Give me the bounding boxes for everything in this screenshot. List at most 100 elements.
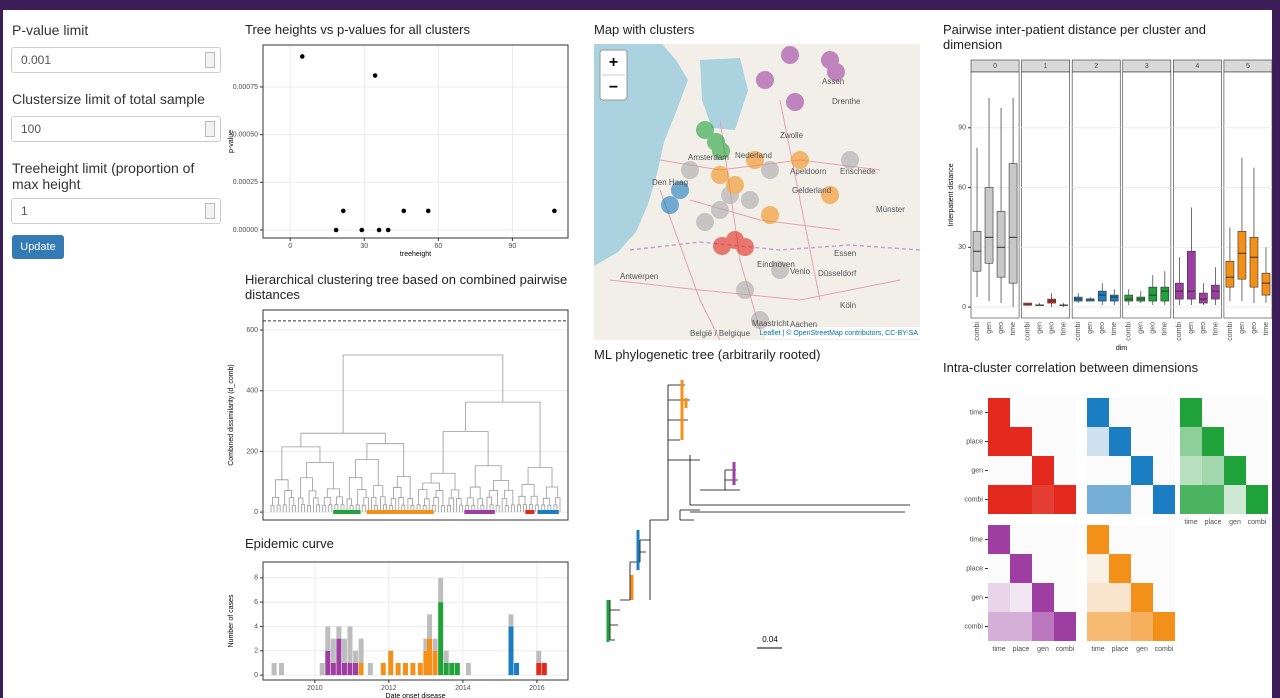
point [341,209,346,214]
bar [514,663,519,675]
map-label: Amsterdam [688,153,729,162]
zoom-in[interactable]: + [609,54,618,71]
point [359,228,364,233]
map-label: Assen [822,77,844,86]
cell [1032,583,1054,612]
cell [1153,485,1175,514]
cell [1054,485,1076,514]
x-tick-label: place [1013,646,1030,653]
x-tick-label: combi [1248,519,1267,526]
y-tick-label: 90 [958,125,966,132]
cell [1087,525,1109,554]
bar [466,663,471,675]
box [1187,251,1195,299]
bar [433,651,438,675]
facet-label: 3 [1145,63,1149,70]
plot-panel [263,562,568,680]
box [1125,295,1133,301]
bar [359,663,364,675]
bar [336,639,341,675]
cluster-bar [333,510,360,514]
facet-label: 2 [1094,63,1098,70]
cell [1224,485,1246,514]
map-label: Drenthe [832,97,861,106]
x-tick-label: gen [1037,646,1049,653]
map-label: Venlo [790,267,811,276]
box [1262,273,1270,295]
box [1149,287,1157,301]
zoom-out[interactable]: − [609,79,618,96]
cell [988,583,1010,612]
cell [988,554,1010,583]
plot-panel [1022,72,1070,318]
map-label: Den Haag [652,178,688,187]
x-tick-label: 60 [434,243,442,250]
attribution[interactable]: Leaflet | © OpenStreetMap contributors, … [760,329,919,337]
tree-branches [610,385,910,640]
x-tick-label: combi [1126,322,1133,341]
bar [427,614,432,638]
map-label: Köln [840,301,856,310]
box [1009,164,1017,284]
cell [1180,456,1202,485]
map-label: Antwerpen [620,272,658,281]
plot-panel [1123,72,1171,318]
bar [444,651,449,663]
cluster-bar [367,510,434,514]
cell [1010,554,1032,583]
bar [368,663,373,675]
cell [1180,427,1202,456]
x-tick-label: 0 [288,243,292,250]
y-axis-label: p-value [228,130,235,153]
y-axis-label: Number of cases [228,594,235,647]
cell [1087,583,1109,612]
x-tick-label: combi [1075,322,1082,341]
cell [988,456,1010,485]
cell [1202,427,1224,456]
cell [988,485,1010,514]
bar [508,614,513,626]
box [997,211,1005,277]
bar [279,663,284,675]
y-tick-label: combi [964,496,983,503]
cell [1246,485,1268,514]
x-tick-label: geo [1200,322,1207,334]
bar [438,578,443,602]
cell [1224,456,1246,485]
bar [325,626,330,650]
y-axis-label: Combined dissimilarity (d_comb) [228,364,235,466]
box [1211,285,1219,299]
map-label: Enschede [840,167,876,176]
cell [1087,398,1109,427]
map-label: Nederland [735,151,772,160]
cell [1087,456,1109,485]
cell [1109,583,1131,612]
x-tick-label: combi [1176,322,1183,341]
cell [1202,456,1224,485]
x-tick-label: time [1162,322,1169,335]
map-label: België / Belgique [690,329,751,338]
x-tick-label: time [1263,322,1270,335]
y-tick-label: 0.00050 [233,131,258,138]
y-tick-label: 400 [246,388,258,395]
x-tick-label: time [1091,646,1104,653]
y-tick-label: 60 [958,184,966,191]
x-tick-label: gen [1239,322,1246,334]
x-tick-label: geo [1099,322,1106,334]
x-tick-label: gen [1229,519,1241,526]
cell [1109,427,1131,456]
y-tick-label: gen [971,467,983,474]
cell [1202,485,1224,514]
cell [988,398,1010,427]
map-label: Zwolle [780,131,804,140]
x-tick-label: gen [1138,322,1145,334]
y-tick-label: place [966,438,983,445]
y-tick-label: 0 [254,672,258,679]
bar [427,639,432,675]
cell [1131,612,1153,641]
bar [542,663,547,675]
cell [1032,456,1054,485]
charts: AmsterdamDen HaagNederlandZwolleApeldoor… [0,0,1280,698]
x-axis-label: treeheight [400,251,431,258]
